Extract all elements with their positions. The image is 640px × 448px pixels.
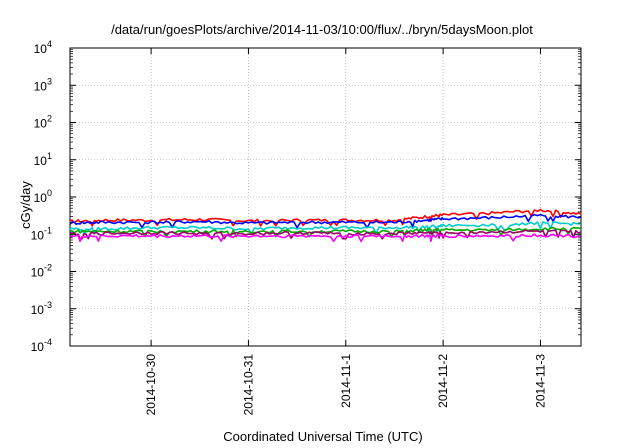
y-tick-label: 103	[34, 76, 52, 93]
series-line-2	[69, 213, 582, 229]
y-tick-label: 10-2	[31, 263, 52, 280]
x-tick-label: 2014-11-3	[533, 354, 547, 408]
grid-lines	[70, 48, 581, 346]
series-line-3	[69, 221, 582, 235]
y-axis-ticks: 10-4 10-3 10-2 10-1 100 101 102 103 104	[31, 39, 581, 354]
x-tick-label: 2014-11-2	[436, 354, 450, 408]
chart-title: /data/run/goesPlots/archive/2014-11-03/1…	[111, 22, 533, 37]
x-axis-ticks: 2014-10-30 2014-10-31 2014-11-1 2014-11-2 20…	[144, 48, 547, 415]
y-tick-label: 102	[34, 114, 52, 131]
series-line-1	[69, 208, 582, 227]
x-axis-label: Coordinated Universal Time (UTC)	[223, 429, 422, 444]
series-line-5	[69, 229, 582, 240]
y-tick-label: 104	[34, 39, 52, 56]
series-lines	[69, 208, 582, 243]
y-tick-label: 10-4	[31, 337, 52, 354]
x-tick-label: 2014-10-31	[241, 354, 255, 416]
x-tick-label: 2014-10-30	[144, 354, 158, 416]
series-line-6	[69, 233, 581, 243]
y-tick-label: 101	[34, 151, 52, 168]
series-line-4	[69, 226, 582, 238]
x-tick-label: 2014-11-1	[339, 354, 353, 408]
y-tick-label: 10-3	[31, 300, 52, 317]
y-tick-label: 100	[34, 188, 52, 205]
y-axis-label: cGy/day	[18, 181, 33, 229]
y-tick-label: 10-1	[31, 225, 52, 242]
